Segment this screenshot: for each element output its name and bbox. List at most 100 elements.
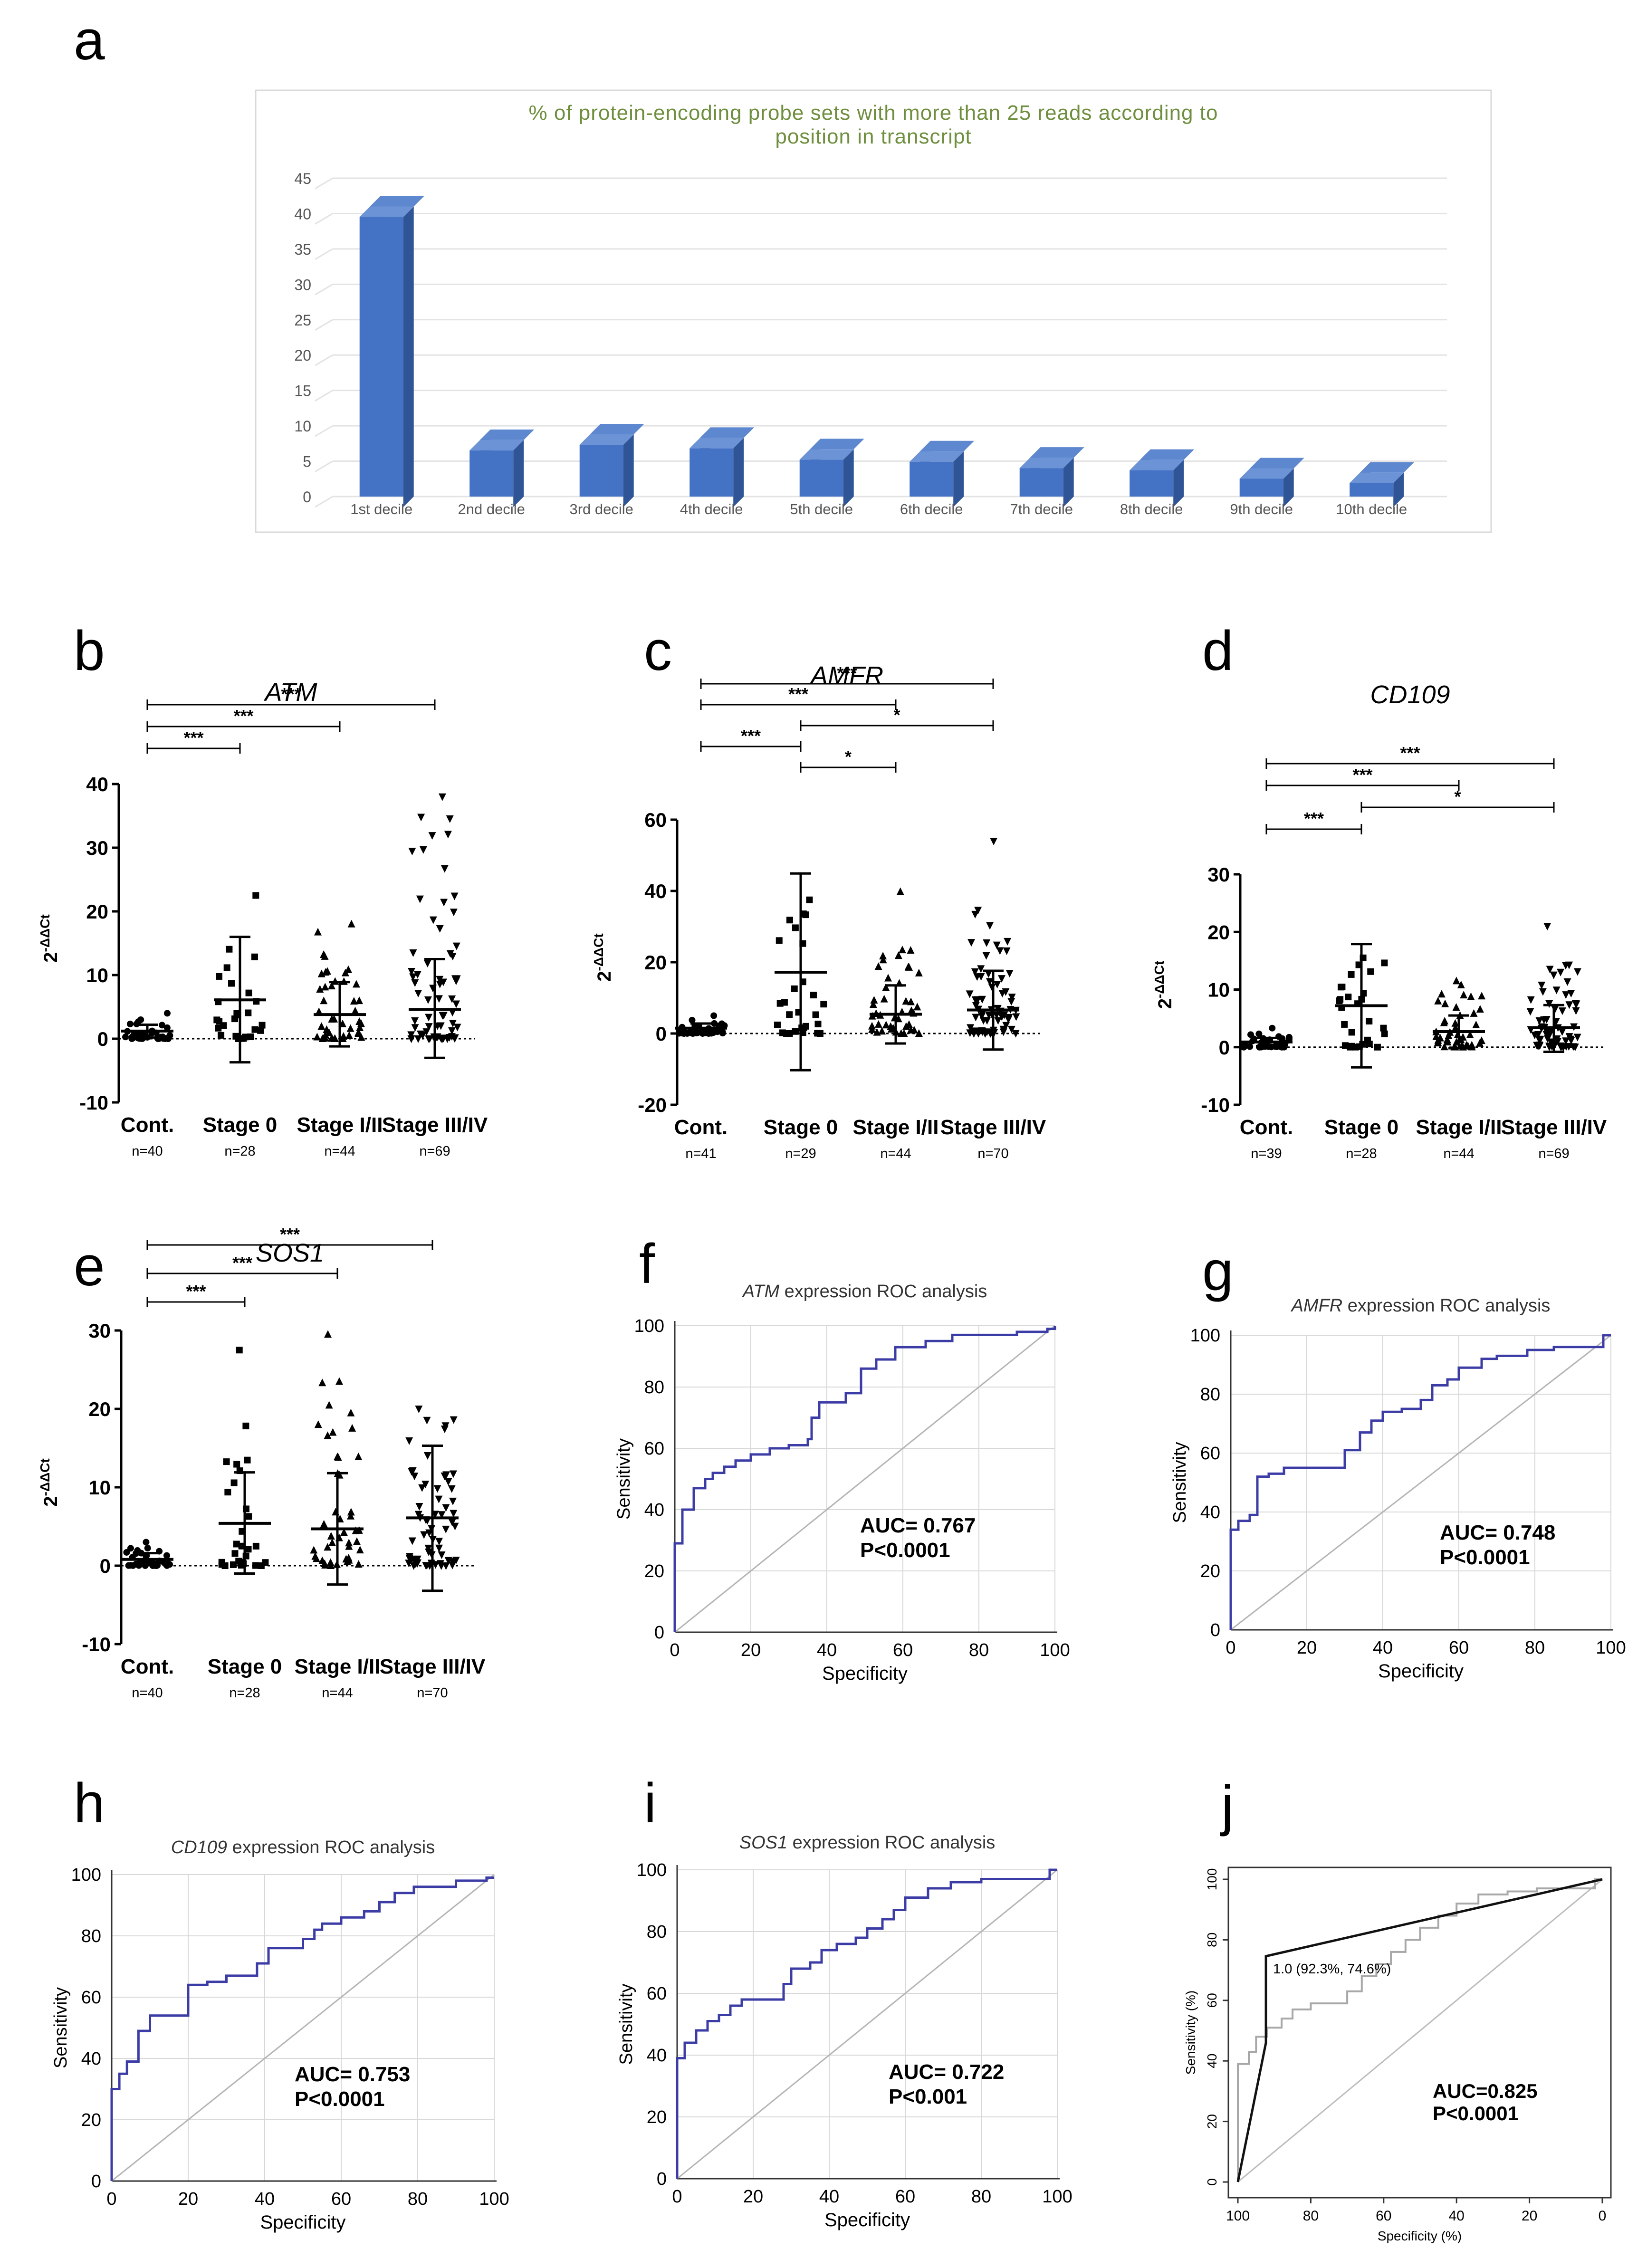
data-point (1546, 966, 1554, 974)
data-point (1274, 1043, 1281, 1050)
auc-label: AUC=0.825 (1433, 2080, 1538, 2102)
data-point (1366, 1018, 1373, 1025)
data-point (237, 1559, 244, 1566)
x-tick-label: Stage III/IV (1501, 1116, 1607, 1139)
data-point (452, 942, 460, 950)
x-tick-label: 80 (1525, 1638, 1545, 1658)
x-tick-label: Stage I/II (1416, 1116, 1502, 1139)
bar-right-face (1063, 458, 1074, 507)
y-tick-label: 0 (303, 488, 311, 506)
data-point (689, 1016, 696, 1024)
data-point (1269, 1024, 1276, 1032)
x-tick-label: 20 (1522, 2208, 1537, 2224)
data-point (411, 979, 419, 987)
data-point (915, 1029, 923, 1037)
bar (799, 459, 843, 497)
data-point (407, 1035, 415, 1043)
y-tick-label: 60 (647, 1984, 667, 2004)
data-point (163, 1024, 171, 1031)
x-tick-label: 1st decile (350, 501, 412, 517)
data-point (334, 1453, 342, 1461)
data-point (1285, 1034, 1293, 1042)
data-point (1543, 923, 1551, 931)
data-point (335, 1377, 344, 1385)
data-point (163, 1010, 171, 1017)
data-point (985, 970, 993, 978)
data-point (1545, 1043, 1553, 1052)
y-tick-label: 20 (81, 2110, 101, 2130)
p-value-label: P<0.001 (889, 2085, 967, 2108)
data-point (993, 941, 1001, 949)
data-point (320, 1520, 328, 1528)
panel-letter-j: j (1220, 1774, 1234, 1837)
data-point (325, 1401, 333, 1409)
bar-top (370, 196, 424, 207)
y-tick-label: 20 (1200, 1561, 1220, 1581)
data-point (258, 1562, 265, 1569)
data-point (986, 978, 994, 986)
data-point (444, 831, 452, 839)
data-point (874, 962, 882, 970)
x-tick-label: 80 (408, 2189, 428, 2209)
data-point (450, 892, 459, 900)
data-point (882, 1021, 890, 1029)
data-point (450, 1035, 459, 1043)
significance-label: *** (741, 726, 761, 746)
bar (579, 444, 623, 497)
data-point (440, 1472, 449, 1480)
data-point (990, 838, 998, 845)
significance-label: *** (1400, 743, 1420, 763)
data-point (902, 1022, 910, 1030)
chart-title: AMFR expression ROC analysis (1291, 1296, 1551, 1316)
data-point (1348, 1029, 1355, 1036)
data-point (1348, 971, 1355, 978)
roc-curve (110, 1876, 494, 2181)
data-point (878, 1027, 886, 1035)
data-point (425, 1023, 433, 1031)
data-point (1003, 947, 1011, 955)
data-point (245, 1513, 252, 1520)
data-point (1441, 999, 1449, 1007)
data-point (810, 992, 817, 999)
y-tick-label: 25 (294, 312, 311, 329)
data-point (123, 1549, 130, 1556)
chart-title: SOS1 expression ROC analysis (739, 1833, 996, 1853)
bar-cap (469, 440, 524, 450)
x-tick-label: Stage I/II (297, 1113, 383, 1137)
data-point (1347, 1043, 1354, 1051)
y-tick-label: 0 (654, 1623, 664, 1643)
data-point (127, 1545, 134, 1552)
x-tick-label: 40 (1449, 2208, 1465, 2224)
data-point (812, 1011, 819, 1018)
reference-diagonal (674, 1325, 1055, 1633)
bar-cap (579, 434, 634, 445)
data-point (354, 1452, 363, 1460)
y-tick-label: 0 (1219, 1036, 1230, 1059)
data-point (677, 1028, 684, 1035)
panel-c-amfr-scatter: AMFR -20 0 20 40 60 2-ΔΔCt Cont. n=41 Stage 0 n=29… (591, 661, 1046, 1161)
data-point (356, 1546, 364, 1554)
data-point (999, 1028, 1007, 1036)
data-point (1573, 1034, 1581, 1042)
data-point (441, 1422, 450, 1430)
data-point (354, 1028, 363, 1036)
data-point (994, 1017, 1002, 1025)
data-point (884, 974, 892, 982)
data-point (316, 985, 324, 993)
bar-top (480, 429, 535, 440)
significance-label: *** (788, 684, 808, 704)
x-tick-label: 0 (1599, 2208, 1607, 2224)
data-point (328, 1538, 336, 1546)
x-tick-label: 80 (969, 1640, 989, 1660)
sample-size-label: n=40 (132, 1685, 163, 1701)
data-point (409, 1467, 417, 1475)
significance-label: * (893, 705, 900, 725)
data-point (346, 1024, 354, 1032)
x-tick-label: 100 (1040, 1640, 1070, 1660)
data-point (1531, 1032, 1539, 1040)
data-point (1012, 1030, 1020, 1038)
data-point (411, 1017, 419, 1025)
data-point (1281, 1043, 1288, 1051)
y-tick-label: 40 (644, 1500, 664, 1520)
